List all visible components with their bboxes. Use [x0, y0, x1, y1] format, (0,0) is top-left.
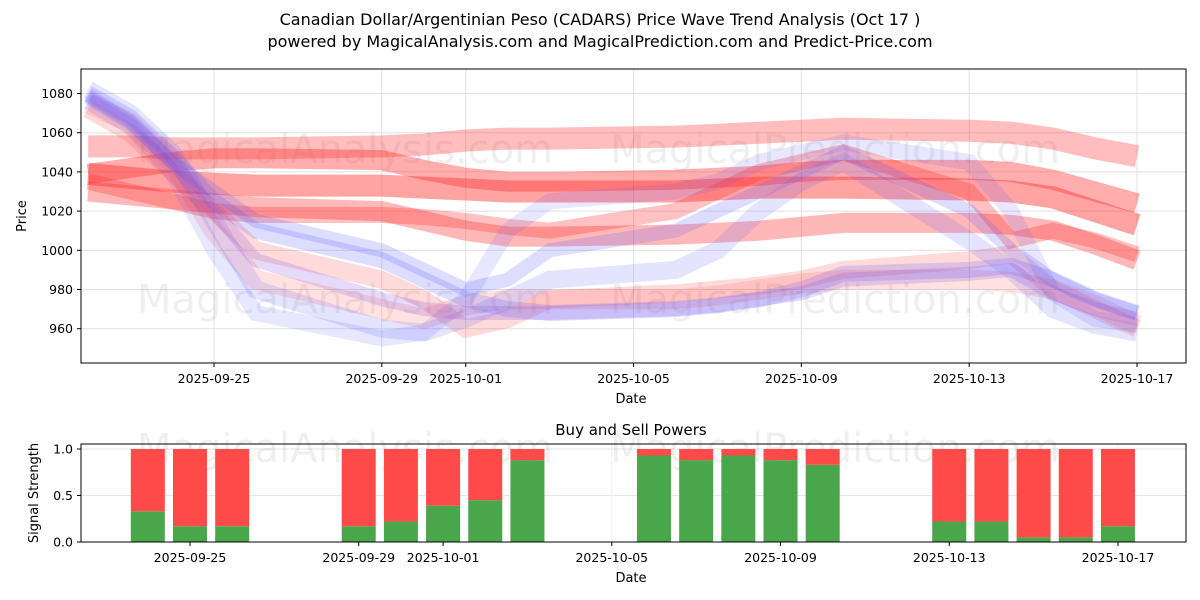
buy-bar [173, 526, 207, 542]
buy-bar [130, 511, 165, 542]
buy-bar [805, 464, 840, 542]
buy-bar [1100, 526, 1135, 542]
buy-bar [1058, 537, 1093, 542]
watermark-text: MagicalAnalysis.com [137, 127, 553, 173]
buy-bar [510, 460, 545, 542]
buy-bar [932, 521, 967, 542]
buy-bar [1016, 537, 1051, 542]
y-tick-label: 1060 [41, 125, 73, 140]
wave-band-red-wave-6 [83, 94, 1142, 334]
main-x-axis-label: Date [615, 392, 646, 407]
wave-band-blue-wave-2 [84, 86, 1140, 322]
watermark-text: MagicalPrediction.com [610, 127, 1060, 173]
x-tick-label: 2025-10-09 [765, 371, 838, 386]
wave-band-blue-wave-1 [83, 81, 1139, 342]
x-tick-label: 2025-10-05 [575, 550, 648, 565]
x-tick-label: 2025-10-17 [1082, 550, 1155, 565]
buy-bar [215, 526, 250, 542]
sell-bar [341, 449, 376, 527]
sell-bar [636, 449, 671, 456]
wave-band-blue-wave-4 [83, 94, 1139, 347]
main-grid [81, 69, 1186, 363]
wave-band-red-wave-5 [86, 144, 1140, 262]
buy-bar [383, 521, 418, 542]
sell-bar [130, 449, 165, 512]
wave-band-red-wave-3 [87, 162, 1141, 236]
x-tick-label: 2025-09-25 [178, 371, 251, 386]
y-tick-label: 960 [49, 321, 73, 336]
power-bars [130, 449, 1135, 542]
sell-bar [1100, 449, 1135, 527]
x-tick-label: 2025-10-13 [933, 371, 1006, 386]
x-tick-label: 2025-10-01 [407, 550, 480, 565]
wave-band-red-wave-7 [83, 101, 1141, 339]
wave-band-red-wave-1 [88, 117, 1140, 168]
x-tick-label: 2025-09-29 [322, 550, 395, 565]
buy-bar [341, 526, 376, 542]
sell-bar [426, 449, 461, 506]
x-tick-label: 2025-09-29 [345, 371, 418, 386]
sub-x-ticks: 2025-09-25 2025-09-29 2025-10-01 2025-10-05… [154, 542, 1155, 565]
y-tick-label: 1040 [41, 164, 73, 179]
main-y-axis-label: Price [15, 200, 30, 232]
wave-band-red-wave-2 [86, 148, 1140, 213]
x-tick-label: 2025-09-25 [154, 550, 227, 565]
wave-band-purple-wave-1 [84, 89, 1139, 326]
sell-bar [932, 449, 967, 522]
y-tick-label: 1.0 [53, 442, 73, 457]
buy-bar [636, 455, 671, 542]
sell-bar [679, 449, 714, 461]
sell-bar [383, 449, 418, 522]
main-x-ticks: 2025-09-25 2025-09-29 2025-10-01 2025-10-05… [178, 363, 1174, 386]
sell-bar [173, 449, 207, 527]
x-tick-label: 2025-10-05 [597, 371, 670, 386]
sell-bar [510, 449, 545, 461]
buy-bar [679, 460, 714, 542]
x-tick-label: 2025-10-01 [429, 371, 502, 386]
chart-title: Canadian Dollar/Argentinian Peso (CADARS… [279, 10, 921, 29]
y-tick-label: 1080 [41, 86, 73, 101]
watermark-text: MagicalAnalysis.com [137, 277, 553, 323]
sell-bar [721, 449, 756, 456]
buy-bar [426, 505, 461, 542]
powers-chart-title: Buy and Sell Powers [555, 421, 707, 439]
sell-bar [1058, 449, 1093, 538]
buy-bar [468, 500, 503, 542]
sub-y-axis-label: Signal Strength [27, 443, 42, 543]
x-tick-label: 2025-10-09 [744, 550, 817, 565]
y-tick-label: 1020 [41, 204, 73, 219]
sell-bar [974, 449, 1009, 522]
y-tick-label: 0.5 [53, 488, 73, 503]
sell-bar [215, 449, 250, 527]
chart-subtitle: powered by MagicalAnalysis.com and Magic… [267, 32, 933, 51]
buy-bar [974, 521, 1009, 542]
sell-bar [468, 449, 503, 501]
buy-bar [721, 455, 756, 542]
wave-bands [83, 81, 1142, 347]
watermark-text: MagicalPrediction.com [610, 277, 1060, 323]
sell-bar [1016, 449, 1051, 538]
main-watermarks: MagicalAnalysis.com MagicalPrediction.co… [137, 127, 1060, 323]
y-tick-label: 0.0 [53, 535, 73, 550]
main-y-ticks: 960 980 1000 1020 1040 1060 1080 [41, 86, 81, 336]
wave-band-blue-wave-3 [84, 91, 1140, 320]
y-tick-label: 1000 [41, 243, 73, 258]
wave-band-red-wave-4 [87, 181, 1141, 270]
buy-bar [763, 460, 798, 542]
y-tick-label: 980 [49, 282, 73, 297]
sub-x-axis-label: Date [615, 571, 646, 586]
x-tick-label: 2025-10-13 [913, 550, 986, 565]
sell-bar [805, 449, 840, 465]
sell-bar [763, 449, 798, 461]
sub-axes-frame [80, 443, 1187, 543]
sub-y-ticks: 0.0 0.5 1.0 [53, 442, 81, 550]
x-tick-label: 2025-10-17 [1101, 371, 1174, 386]
